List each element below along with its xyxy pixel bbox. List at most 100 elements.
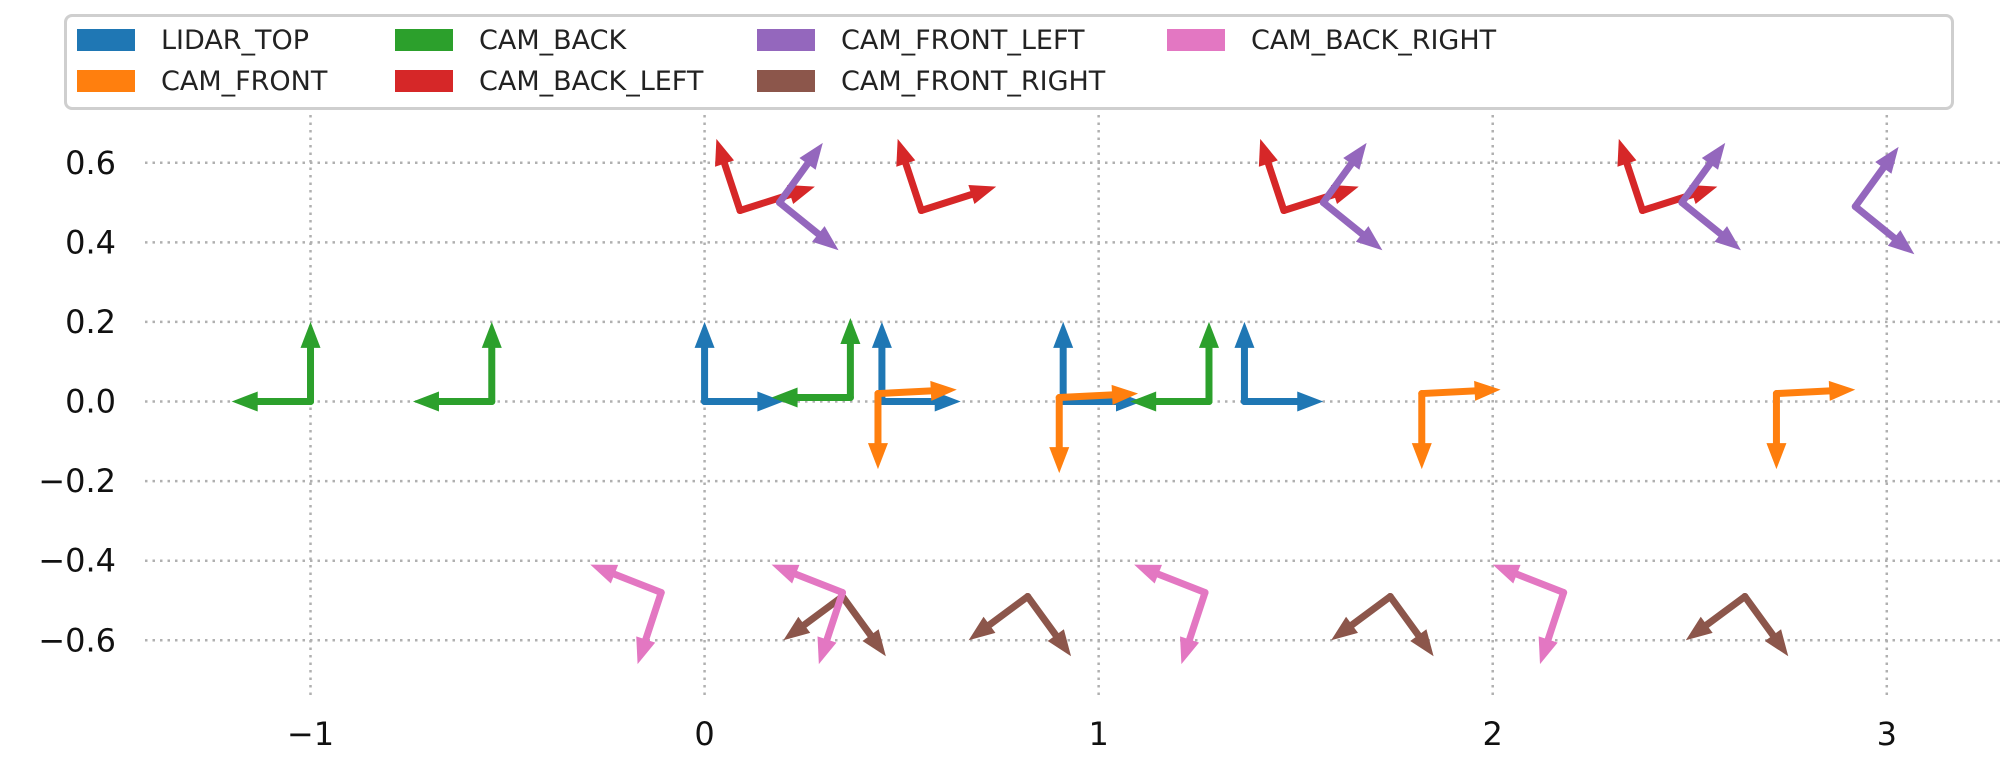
arrow-shaft — [736, 187, 804, 215]
y-tick-label: 0.4 — [65, 223, 116, 261]
legend-label: CAM_BACK_RIGHT — [1251, 24, 1497, 56]
arrow-head — [799, 142, 823, 170]
legend-label: CAM_FRONT_RIGHT — [841, 65, 1106, 97]
frame-cam-back — [1130, 321, 1219, 412]
arrow-head — [968, 185, 997, 205]
arrow-head — [1685, 616, 1713, 641]
x-tick-label: 2 — [1483, 715, 1503, 753]
arrow-head — [1134, 564, 1162, 584]
arrow-head — [1343, 142, 1367, 170]
y-tick-label: −0.2 — [38, 462, 116, 500]
arrow-head — [871, 321, 892, 348]
coordinate-frames — [231, 138, 1915, 665]
arrow-head — [757, 391, 784, 412]
frame-cam-front-left — [775, 142, 839, 251]
arrow-head — [1766, 443, 1787, 470]
arrow-head — [1297, 391, 1324, 412]
arrow-head — [694, 321, 715, 348]
arrow-head — [930, 380, 957, 401]
legend-swatch — [757, 70, 815, 92]
arrow-head — [590, 564, 619, 584]
legend-swatch — [77, 29, 135, 51]
frame-cam-back — [771, 317, 861, 408]
y-tick-label: −0.4 — [38, 542, 116, 580]
arrow-shaft — [1418, 386, 1489, 398]
legend-item: CAM_FRONT_LEFT — [757, 23, 1085, 57]
legend-item: CAM_BACK — [395, 23, 626, 57]
arrow-head — [968, 616, 996, 641]
frame-cam-front — [867, 380, 957, 470]
arrow-shaft — [1638, 187, 1706, 215]
legend-label: CAM_FRONT — [161, 65, 328, 97]
frame-cam-back-right — [1134, 564, 1209, 665]
arrow-head — [412, 391, 439, 412]
legend-label: LIDAR_TOP — [161, 24, 310, 56]
frame-cam-back-right — [771, 564, 846, 665]
legend-item: CAM_FRONT — [77, 64, 327, 98]
y-tick-label: 0.6 — [65, 144, 116, 182]
legend-swatch — [395, 70, 453, 92]
arrow-head — [896, 138, 916, 167]
frame-cam-back-left — [896, 138, 997, 215]
legend: LIDAR_TOP CAM_FRONT CAM_BACK CAM_BACK_LEFT C… — [64, 14, 1954, 110]
legend-item: CAM_BACK_RIGHT — [1167, 23, 1496, 57]
x-tick-label: 0 — [694, 715, 714, 753]
arrow-shaft — [874, 386, 945, 398]
arrow-head — [1887, 230, 1915, 255]
frame-cam-front-left — [1319, 142, 1383, 251]
frame-cam-front — [1049, 384, 1139, 474]
arrow-head — [1234, 321, 1255, 348]
arrow-head — [840, 317, 861, 344]
arrow-head — [715, 138, 735, 167]
arrow-head — [771, 564, 800, 584]
arrow-head — [787, 185, 815, 205]
arrow-shaft — [1055, 390, 1126, 402]
y-tick-label: −0.6 — [38, 621, 116, 659]
arrow-head — [1198, 321, 1219, 348]
frame-cam-back-left — [715, 138, 815, 215]
frame-cam-back-left — [1258, 138, 1359, 215]
legend-item: CAM_BACK_LEFT — [395, 64, 703, 98]
legend-item: CAM_FRONT_RIGHT — [757, 64, 1105, 98]
frame-lidar-top — [1234, 321, 1324, 412]
arrow-head — [1047, 629, 1072, 657]
frame-cam-front-left — [1851, 146, 1915, 255]
arrow-shaft — [1772, 386, 1844, 398]
arrow-head — [1492, 564, 1521, 584]
arrow-head — [1180, 636, 1200, 665]
frame-lidar-top — [694, 321, 784, 412]
arrow-head — [1875, 146, 1899, 174]
arrow-head — [867, 443, 888, 470]
legend-swatch — [1167, 29, 1225, 51]
legend-swatch — [757, 29, 815, 51]
arrow-head — [1355, 226, 1383, 251]
legend-label: CAM_BACK — [479, 24, 627, 56]
frame-cam-front-right — [968, 593, 1072, 657]
frame-cam-back-right — [1492, 564, 1568, 665]
frame-cam-front — [1411, 380, 1501, 470]
arrow-head — [1330, 185, 1359, 205]
legend-label: CAM_FRONT_LEFT — [841, 24, 1085, 56]
legend-swatch — [395, 29, 453, 51]
frame-cam-front-right — [1331, 593, 1434, 657]
arrow-head — [1714, 226, 1741, 251]
arrow-head — [1053, 321, 1074, 348]
x-tick-label: 3 — [1877, 715, 1897, 753]
arrow-head — [1331, 616, 1358, 641]
arrow-head — [1130, 391, 1157, 412]
legend-item: LIDAR_TOP — [77, 23, 309, 57]
arrow-head — [934, 391, 961, 412]
arrow-head — [636, 636, 656, 665]
legend-label: CAM_BACK_LEFT — [479, 65, 704, 97]
arrow-head — [1111, 384, 1139, 405]
arrow-head — [1474, 380, 1501, 401]
arrow-head — [300, 321, 321, 348]
arrow-shaft — [1280, 187, 1348, 215]
arrow-head — [481, 321, 502, 348]
frame-cam-back-right — [590, 564, 665, 665]
arrow-head — [1049, 447, 1070, 474]
y-tick-label: 0.0 — [65, 383, 116, 421]
frame-cam-front — [1766, 380, 1856, 470]
frame-cam-back-left — [1617, 138, 1718, 215]
